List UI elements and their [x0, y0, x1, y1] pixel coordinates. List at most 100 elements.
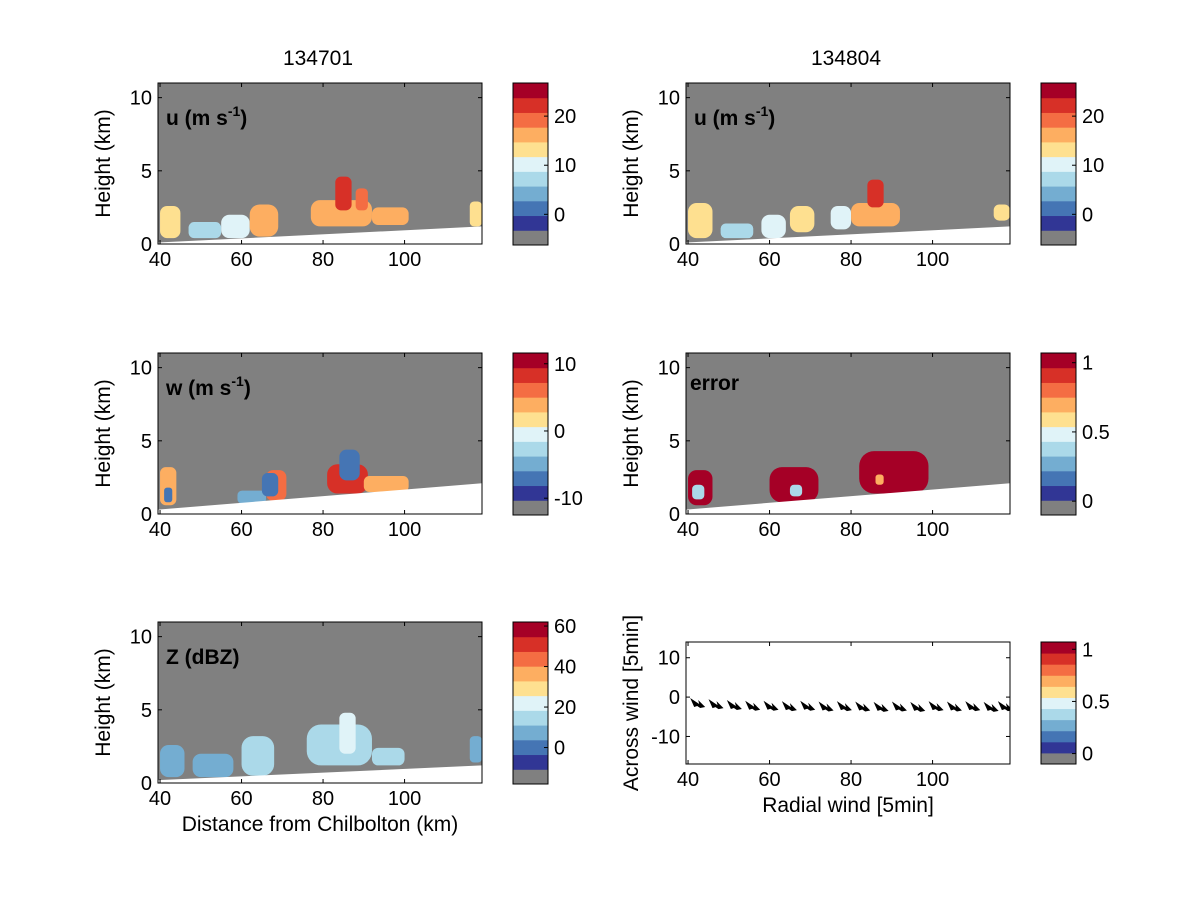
panel-label-tail: ) [240, 107, 247, 130]
echo-region-1 [720, 223, 754, 239]
axes-box [157, 352, 483, 515]
colorbar: 0 10 20 [512, 82, 576, 246]
x-tick-label: 80 [312, 788, 334, 810]
colorbar-band-9 [513, 97, 548, 113]
blocked-region [686, 83, 786, 149]
y-tick-label: 5 [141, 431, 152, 453]
colorbar-band-6 [513, 680, 548, 697]
colorbar-band-7 [513, 666, 548, 682]
wind-arrow-17 [997, 701, 1010, 712]
panel-label: u (m s-1) [694, 103, 775, 130]
colorbar-tick-label: 40 [554, 657, 576, 679]
x-axis-label: Radial wind [5min] [762, 794, 934, 817]
colorbar-band-0 [513, 769, 548, 785]
colorbar-band-0 [1041, 500, 1076, 516]
colorbar-frame [512, 621, 549, 785]
colorbar-band-2 [1041, 470, 1076, 487]
colorbar-band-6 [513, 411, 548, 428]
x-tick-label: 100 [388, 519, 421, 541]
echo-region-5 [851, 203, 900, 227]
colorbar-band-7 [513, 127, 548, 143]
colorbar: 00.51 [1040, 639, 1110, 766]
echo-region-1 [164, 487, 173, 503]
colorbar-band-7 [1041, 675, 1076, 687]
colorbar-band-0 [1041, 752, 1076, 765]
colorbar-band-4 [1041, 708, 1076, 721]
y-tick-label: 10 [658, 648, 680, 670]
colorbar-tick-label: 20 [554, 106, 576, 128]
column-title-right: 134804 [811, 47, 881, 70]
echo-region-2 [761, 214, 786, 239]
panel-label-tail: ) [244, 377, 251, 400]
panel-u_134804: 40 60 80 100 0 5 10 Height (km) u (m s-1) 0 10 20 [620, 82, 1104, 271]
colorbar-band-9 [1041, 97, 1076, 113]
y-tick-label: 0 [141, 234, 152, 256]
y-tick-label: 10 [658, 358, 680, 380]
x-tick-label: 80 [840, 769, 862, 791]
panel-label-main: u (m s [166, 107, 228, 130]
colorbar-band-7 [1041, 127, 1076, 143]
colorbar-tick-label: 0.5 [1082, 691, 1110, 713]
x-tick-label: 100 [916, 769, 949, 791]
colorbar-tick-label: -10 [554, 488, 583, 510]
colorbar-band-3 [1041, 186, 1076, 202]
plot-area [686, 353, 1010, 514]
y-tick-label: 0 [669, 504, 680, 526]
colorbar-band-2 [1041, 730, 1076, 743]
wind-arrow-6 [800, 700, 816, 711]
x-tick-label: 60 [230, 788, 252, 810]
colorbar-band-7 [513, 397, 548, 413]
panel-label: u (m s-1) [166, 103, 247, 130]
y-tick-label: 10 [130, 627, 152, 649]
echo-region-4 [830, 205, 852, 230]
echo-region-7 [363, 475, 409, 493]
colorbar-band-3 [513, 456, 548, 472]
echo-region-5 [875, 474, 884, 485]
x-tick-label: 100 [916, 519, 949, 541]
colorbar-band-3 [513, 186, 548, 202]
colorbar-band-5 [1041, 426, 1076, 442]
y-axis-label: Height (km) [620, 379, 643, 488]
wind-arrow-10 [873, 701, 889, 712]
colorbar-band-6 [1041, 141, 1076, 158]
colorbar-band-9 [1041, 367, 1076, 383]
axes-box [685, 641, 1011, 765]
ground-wedge [158, 483, 482, 514]
colorbar-band-8 [513, 112, 548, 128]
colorbar-band-8 [1041, 382, 1076, 398]
y-axis-label: Height (km) [92, 109, 115, 218]
panel-u_134701: 40 60 80 100 0 5 10 Height (km) u (m s-1) 0 10 20 [92, 82, 576, 271]
colorbar-band-4 [513, 710, 548, 726]
colorbar-band-10 [513, 622, 548, 638]
colorbar-band-1 [1041, 741, 1076, 754]
wind-arrow-7 [818, 701, 834, 712]
colorbar-band-10 [513, 83, 548, 99]
colorbar-band-5 [1041, 156, 1076, 172]
blocked-region [158, 353, 262, 422]
y-axis-label: Height (km) [92, 379, 115, 488]
colorbar-tick-label: 10 [554, 354, 576, 376]
axes-box [157, 82, 483, 245]
colorbar-band-10 [1041, 83, 1076, 99]
x-tick-label: 80 [840, 249, 862, 271]
colorbar-band-9 [513, 367, 548, 383]
wind-arrow-8 [836, 701, 852, 712]
y-tick-label: 5 [669, 161, 680, 183]
y-tick-label: 0 [669, 234, 680, 256]
x-tick-label: 40 [149, 788, 171, 810]
echo-region-8 [469, 201, 482, 227]
colorbar-band-5 [513, 156, 548, 172]
colorbar-band-10 [1041, 642, 1076, 654]
x-tick-label: 60 [758, 769, 780, 791]
panel-label: w (m s-1) [165, 373, 251, 400]
y-tick-label: 0 [669, 687, 680, 709]
colorbar-band-8 [1041, 664, 1076, 676]
axes-box [157, 621, 483, 784]
colorbar-band-6 [1041, 411, 1076, 428]
wind-arrow-5 [781, 701, 797, 712]
colorbar-band-8 [1041, 112, 1076, 128]
y-tick-label: 5 [141, 161, 152, 183]
echo-region-2 [769, 467, 819, 503]
colorbar-band-5 [513, 426, 548, 442]
